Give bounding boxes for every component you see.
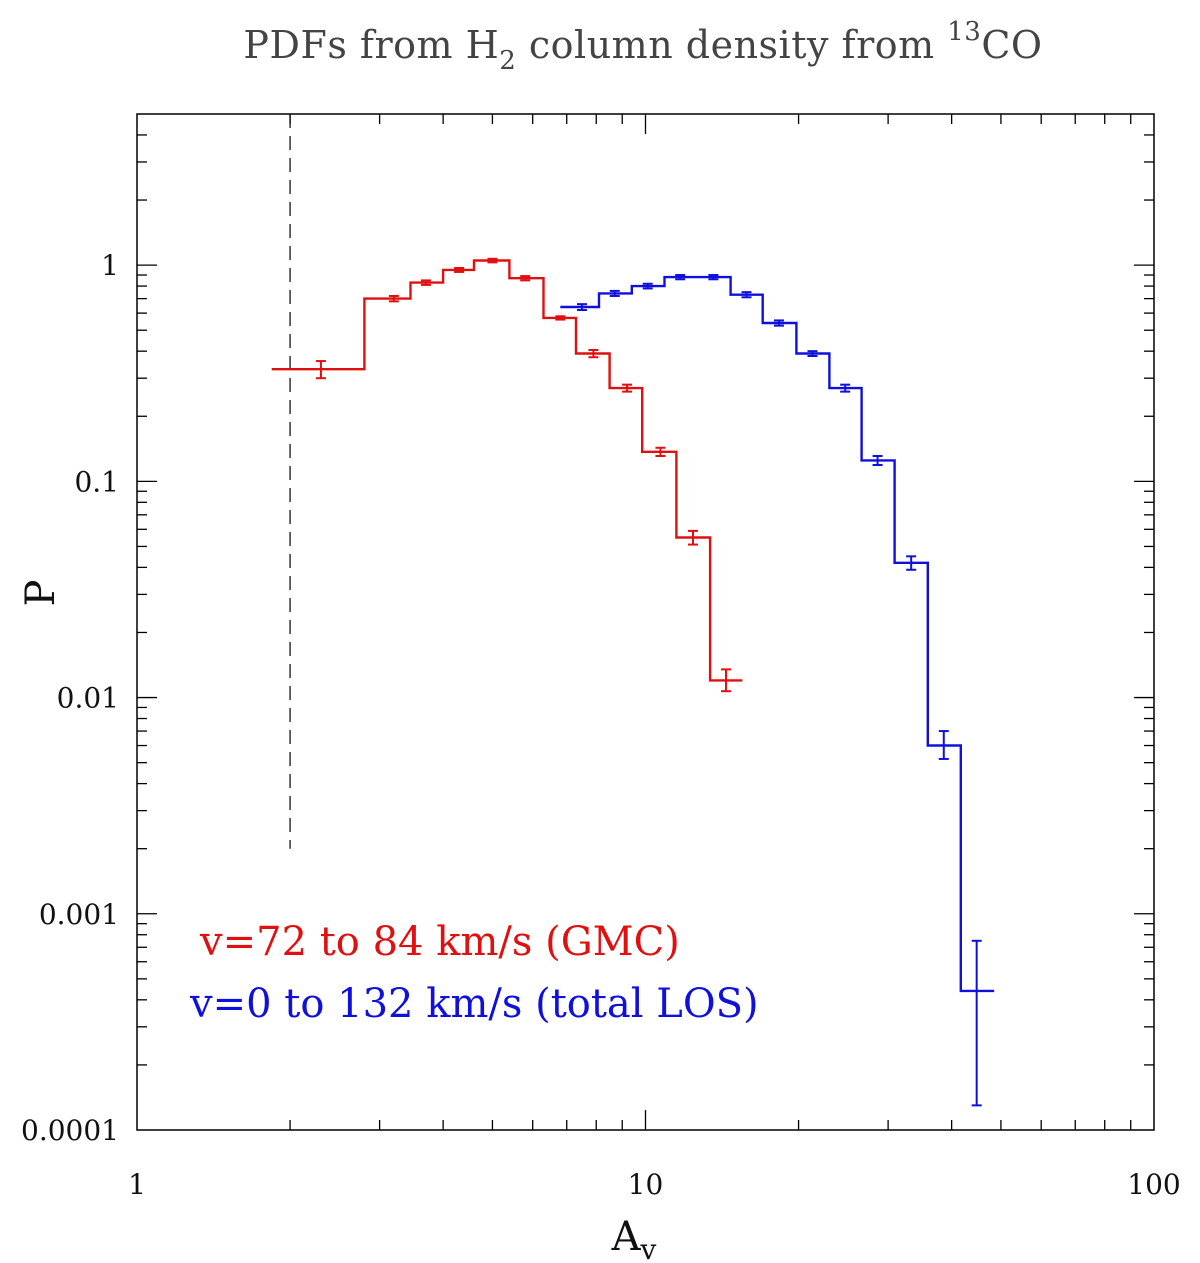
series-0 [271, 257, 743, 693]
chart-title: PDFs from H2 column density from 13CO [243, 17, 1042, 76]
y-axis-label: P [18, 580, 64, 607]
y-tick-label: 0.0001 [21, 1114, 119, 1147]
legend-entry-total-los: v=0 to 132 km/s (total LOS) [189, 981, 759, 1027]
y-tick-label: 0.01 [57, 682, 119, 715]
y-tick-label: 0.001 [39, 898, 119, 931]
series-step-line [560, 275, 995, 993]
y-tick-label: 0.1 [74, 465, 119, 498]
series-layer [271, 257, 995, 1107]
axis-tick-labels: 1 10 100 0.0001 0.001 0.01 0.1 1 [21, 249, 1181, 1201]
series-1 [560, 274, 995, 1107]
x-tick-label: 1 [128, 1168, 146, 1201]
legend: v=72 to 84 km/s (GMC) v=0 to 132 km/s (t… [189, 919, 759, 1027]
y-tick-label: 1 [101, 249, 119, 282]
legend-entry-gmc: v=72 to 84 km/s (GMC) [199, 919, 680, 965]
axis-ticks [137, 114, 1154, 1130]
series-step-line [271, 259, 743, 682]
x-axis-label: Av [611, 1214, 657, 1263]
x-tick-label: 100 [1127, 1168, 1180, 1201]
x-tick-label: 10 [628, 1168, 664, 1201]
